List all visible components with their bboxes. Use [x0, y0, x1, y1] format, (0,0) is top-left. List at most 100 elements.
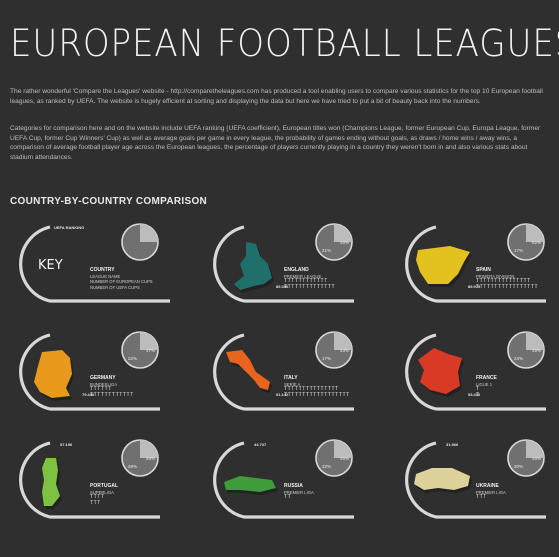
key-label: KEY [38, 258, 63, 273]
uefa-cups: TTT [90, 499, 101, 506]
section-heading: COUNTRY-BY-COUNTRY COMPARISON [10, 196, 208, 207]
uefa-rank: 57.196 [60, 442, 73, 447]
country-info: FRANCE LIGUE 1 T T [476, 375, 497, 399]
pie-pct-b: 20% [514, 464, 523, 469]
pie-pct-a: 45% [532, 348, 541, 353]
uefa-rank: 79.436 [82, 392, 95, 397]
pie-pct-b: 28% [128, 464, 137, 469]
result-pie-chart: 43% 17% [315, 331, 353, 369]
result-pie-chart: 52% 17% [507, 223, 545, 261]
country-name: FRANCE [476, 375, 497, 381]
country-map [234, 242, 274, 293]
intro-paragraph-1: The rather wonderful 'Compare the League… [10, 88, 543, 105]
key-pie-chart [121, 223, 159, 261]
pie-pct-a: 48% [532, 456, 541, 461]
country-info: PORTUGAL SUPERLIGA TTTT TTT [90, 483, 119, 507]
european-cups: TTTTTTTTTTTTTTT [284, 386, 339, 393]
country-name: GERMANY [90, 375, 116, 381]
result-pie-chart: 45% 24% [507, 331, 545, 369]
result-pie-chart: 48% 21% [315, 223, 353, 261]
country-info: ENGLAND PREMIER LEAGUE TTTTTTTTTTTT TTTT… [284, 267, 336, 291]
country-map [42, 458, 62, 509]
country-name: ENGLAND [284, 267, 309, 273]
card-frame [405, 225, 546, 303]
intro-paragraph-2: Categories for comparison here and on th… [10, 125, 541, 161]
country-card-ukraine: 48% 20% 31.966 UKRAINE PREMIER LIGA TTT [396, 438, 559, 548]
uefa-rank: 44.707 [254, 442, 267, 447]
uefa-cups: TT [284, 494, 292, 501]
european-cups: TTTTTTTTTTTTTTT [476, 278, 531, 285]
country-map [226, 350, 272, 393]
country-map [416, 246, 472, 287]
uefa-cups: TTTTTTTTTTTTTT [284, 283, 336, 290]
country-map [34, 350, 74, 401]
uefa-rank: 53.416 [468, 392, 481, 397]
key-league: LEAGUE NAME [90, 273, 121, 279]
result-pie-chart: 46% 28% [121, 439, 159, 477]
pie-pct-b: 17% [514, 248, 523, 253]
league-name: LIGUE 1 [476, 381, 493, 387]
card-frame [213, 333, 354, 411]
country-card-russia: 45% 22% 44.707 RUSSIA PREMIER LIGA TT [204, 438, 374, 548]
pie-pct-b: 22% [322, 464, 331, 469]
country-card-france: 45% 24% 53.416 FRANCE LIGUE 1 T T [396, 330, 559, 440]
league-name: BUNDESLIGA [90, 381, 117, 387]
card-frame [405, 333, 546, 411]
pie-pct-a: 47% [146, 348, 155, 353]
country-card-england: 48% 21% 89.356 ENGLAND PREMIER LEAGUE TT… [204, 222, 374, 332]
league-name: PREMIER LEAGUE [284, 273, 322, 279]
country-card-germany: 47% 22% 79.436 GERMANY BUNDESLIGA TTTTTT… [10, 330, 180, 440]
pie-pct-b: 21% [322, 248, 331, 253]
key-line-2: NUMBER OF UEFA CUPS [90, 284, 140, 290]
uefa-cups: TTTTTTTTTTTTTTTTTT [284, 391, 350, 398]
card-frame [213, 441, 354, 519]
uefa-cups: T [476, 391, 480, 398]
key-rank-label: UEFA RANKING [54, 225, 85, 230]
uefa-rank: 89.979 [468, 284, 481, 289]
country-info: GERMANY BUNDESLIGA TTTTTT TTTTTTTTTTTT [90, 375, 134, 399]
league-name: SUPERLIGA [90, 489, 114, 495]
uefa-cups: TTTTTTTTTTTT [90, 391, 134, 398]
country-card-portugal: 46% 28% 57.196 PORTUGAL SUPERLIGA TTTT T… [10, 438, 180, 548]
country-info: RUSSIA PREMIER LIGA TT [284, 483, 314, 501]
country-map [418, 348, 464, 397]
result-pie-chart: 45% 22% [315, 439, 353, 477]
pie-pct-a: 46% [146, 456, 155, 461]
key-frame [19, 225, 170, 303]
country-info: UKRAINE PREMIER LIGA TTT [476, 483, 506, 501]
league-name: SERIE A [284, 381, 301, 387]
league-name: PRIMERA DIVISION [476, 273, 515, 279]
card-frame [213, 225, 354, 303]
country-name: PORTUGAL [90, 483, 119, 489]
page-title: EUROPEAN FOOTBALL LEAGUES [10, 22, 559, 65]
uefa-rank: 89.356 [276, 284, 289, 289]
pie-pct-a: 52% [532, 240, 541, 245]
european-cups: TTTTTT [90, 386, 112, 393]
pie-pct-b: 17% [322, 356, 331, 361]
pie-pct-a: 48% [340, 240, 349, 245]
key-line-1: NUMBER OF EUROPEAN CUPS [90, 279, 153, 285]
country-card-italy: 43% 17% 61.142 ITALY SERIE A TTTTTTTTTTT… [204, 330, 374, 440]
country-info: SPAIN PRIMERA DIVISION TTTTTTTTTTTTTTT T… [476, 267, 539, 291]
result-pie-chart: 47% 22% [121, 331, 159, 369]
card-frame [405, 441, 546, 519]
european-cups: TTTTTTTTTTTT [284, 278, 328, 285]
key-info: COUNTRY LEAGUE NAME NUMBER OF EUROPEAN C… [90, 267, 153, 290]
pie-pct-b: 24% [514, 356, 523, 361]
country-name: ITALY [284, 375, 298, 381]
uefa-rank: 31.966 [446, 442, 459, 447]
uefa-rank: 61.142 [276, 392, 289, 397]
result-pie-chart: 48% 20% [507, 439, 545, 477]
uefa-cups: TTT [476, 494, 487, 501]
pie-pct-a: 43% [340, 348, 349, 353]
key-country: COUNTRY [90, 267, 115, 273]
card-frame [19, 441, 160, 519]
uefa-cups: TTTTTTTTTTTTTTTTT [476, 283, 539, 290]
country-name: UKRAINE [476, 483, 499, 489]
country-name: SPAIN [476, 267, 491, 273]
pie-pct-b: 22% [128, 356, 137, 361]
pie-pct-a: 45% [340, 456, 349, 461]
country-name: RUSSIA [284, 483, 303, 489]
european-cups: TTTT [90, 494, 105, 501]
country-info: ITALY SERIE A TTTTTTTTTTTTTTT TTTTTTTTTT… [284, 375, 350, 399]
